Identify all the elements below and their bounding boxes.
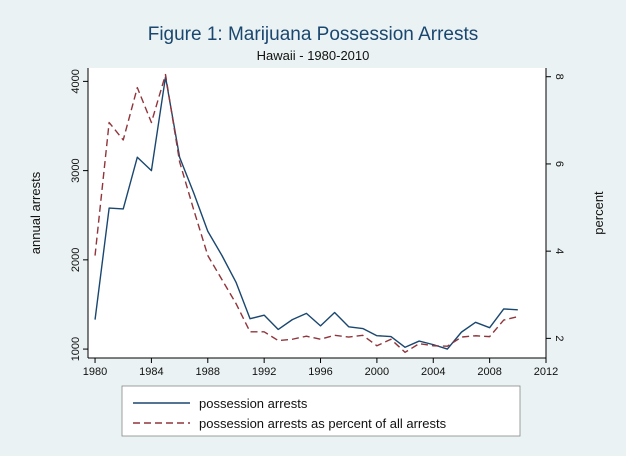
x-tick-label: 2004 — [421, 366, 445, 378]
y2-tick-label: 2 — [553, 335, 565, 341]
y-tick-label: 3000 — [70, 158, 82, 182]
x-tick-label: 1992 — [252, 366, 276, 378]
x-tick-label: 2000 — [365, 366, 389, 378]
legend: possession arrests possession arrests as … — [121, 385, 521, 437]
y-tick-label: 2000 — [70, 248, 82, 272]
y2-tick-label: 6 — [553, 161, 565, 167]
y-tick-label: 1000 — [70, 337, 82, 361]
y2-axis-title: percent — [591, 191, 606, 235]
y-axis-title: annual arrests — [28, 171, 43, 254]
chart-subtitle: Hawaii - 1980-2010 — [257, 48, 370, 63]
x-tick-label: 1988 — [196, 366, 220, 378]
y2-tick-label: 8 — [553, 74, 565, 80]
legend-box — [121, 385, 521, 437]
x-tick-label: 2008 — [477, 366, 501, 378]
legend-label-2: possession arrests as percent of all arr… — [199, 416, 447, 431]
x-tick-label: 1980 — [83, 366, 107, 378]
x-tick-label: 1996 — [308, 366, 332, 378]
x-tick-label: 1984 — [139, 366, 163, 378]
plot-group: 1980 1984 1988 1992 1996 2000 2004 2008 2012 1000… — [70, 68, 565, 378]
y2-tick-label: 4 — [553, 248, 565, 254]
legend-label-1: possession arrests — [199, 396, 308, 411]
x-tick-label: 2012 — [534, 366, 558, 378]
plot-area — [88, 68, 546, 358]
chart-title: Figure 1: Marijuana Possession Arrests — [148, 24, 479, 45]
y-tick-label: 4000 — [70, 69, 82, 93]
series-line-2 — [94, 73, 518, 354]
